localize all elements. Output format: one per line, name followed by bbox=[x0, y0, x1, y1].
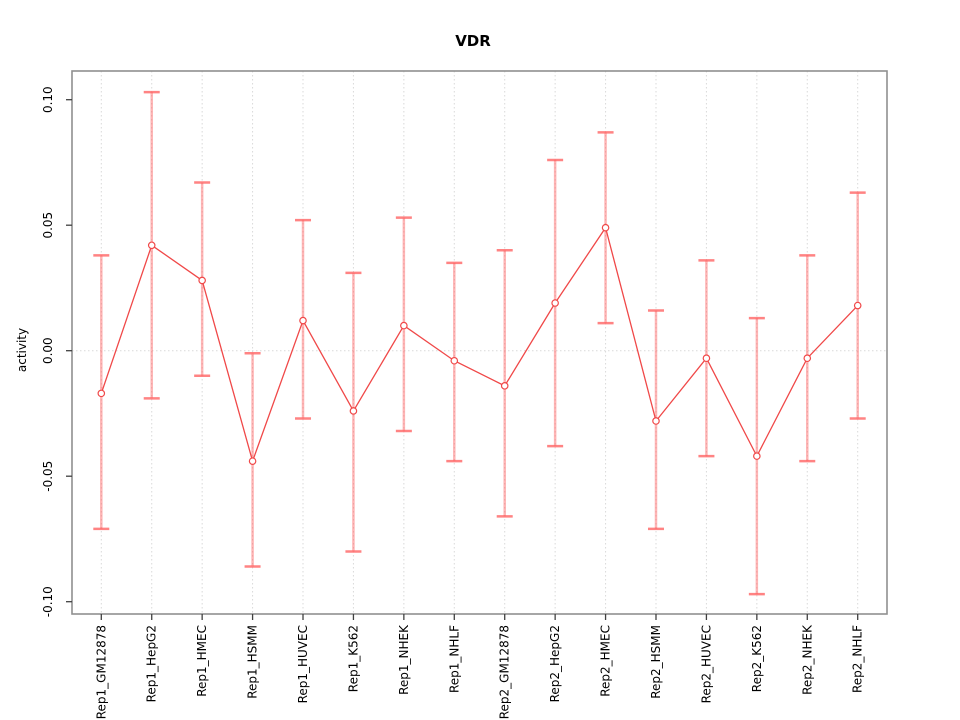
x-tick-label: Rep2_HUVEC bbox=[699, 625, 713, 703]
x-tick-label: Rep2_HMEC bbox=[599, 625, 613, 697]
x-tick-label: Rep2_NHLF bbox=[851, 625, 865, 693]
data-point bbox=[652, 417, 660, 425]
data-point bbox=[551, 299, 559, 307]
data-point bbox=[349, 407, 358, 415]
x-tick-label: Rep2_GM12878 bbox=[498, 625, 512, 719]
y-tick-label: -0.10 bbox=[41, 586, 55, 617]
data-point bbox=[299, 316, 307, 325]
x-tick-label: Rep1_HepG2 bbox=[145, 625, 159, 702]
y-tick-label: 0.10 bbox=[41, 86, 55, 113]
x-tick-label: Rep1_NHEK bbox=[397, 624, 411, 695]
y-tick-label: -0.05 bbox=[41, 461, 55, 492]
plot-area: -0.10 -0.05 0.00 0.05 0.10 Rep1_GM12878 Rep1_H… bbox=[41, 70, 888, 719]
plot-border bbox=[71, 70, 888, 615]
data-point bbox=[601, 223, 610, 232]
data-point bbox=[803, 354, 812, 363]
x-tick-label: Rep1_GM12878 bbox=[94, 625, 108, 719]
x-tick-label: Rep2_HSMM bbox=[649, 625, 663, 699]
x-tick-label: Rep2_NHEK bbox=[800, 624, 814, 695]
data-point bbox=[400, 321, 408, 330]
x-tick-label: Rep1_HSMM bbox=[246, 625, 260, 699]
data-point bbox=[500, 382, 509, 390]
series-line bbox=[100, 226, 859, 464]
x-tick-label: Rep2_HepG2 bbox=[548, 625, 562, 702]
data-point bbox=[450, 356, 459, 365]
y-tick-label: 0.00 bbox=[41, 337, 55, 364]
x-tick-label: Rep2_K562 bbox=[750, 625, 764, 692]
data-point bbox=[248, 457, 257, 465]
y-axis-label: activity bbox=[15, 328, 29, 372]
x-tick-label: Rep1_K562 bbox=[346, 625, 360, 692]
data-point bbox=[198, 276, 206, 285]
data-point bbox=[853, 301, 862, 310]
y-tick-label: 0.05 bbox=[41, 212, 55, 239]
x-tick-label: Rep1_HUVEC bbox=[296, 625, 310, 703]
data-point bbox=[97, 389, 106, 398]
data-point bbox=[702, 354, 711, 363]
x-tick-label: Rep1_NHLF bbox=[447, 625, 461, 693]
data-point bbox=[753, 452, 761, 460]
x-tick-label: Rep1_HMEC bbox=[195, 625, 209, 697]
chart-title: VDR bbox=[455, 32, 491, 50]
data-point bbox=[147, 241, 156, 250]
